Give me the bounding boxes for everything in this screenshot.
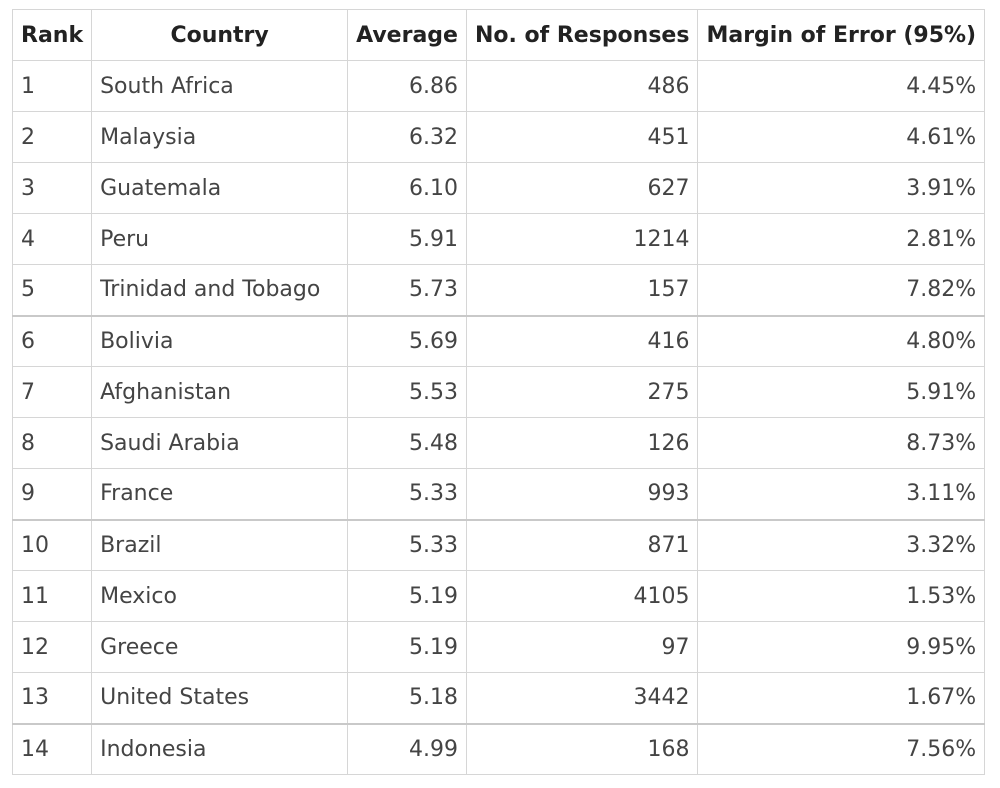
rank-cell: 12 <box>11 621 93 673</box>
average-cell: 5.91 <box>347 213 467 265</box>
average-cell: 5.19 <box>347 621 467 673</box>
table-row: 2 Malaysia 6.32 451 4.61% <box>11 111 986 163</box>
average-cell: 5.19 <box>347 570 467 622</box>
average-cell: 5.73 <box>347 264 467 316</box>
responses-cell: 126 <box>465 417 699 469</box>
average-cell: 6.10 <box>347 162 467 214</box>
country-cell: Indonesia <box>91 722 349 775</box>
responses-cell: 1214 <box>465 213 699 265</box>
responses-cell: 871 <box>465 518 699 571</box>
rank-cell: 3 <box>11 162 93 214</box>
responses-cell: 157 <box>465 264 699 316</box>
country-cell: France <box>91 468 349 520</box>
average-cell: 5.53 <box>347 366 467 418</box>
rank-cell: 9 <box>11 468 93 520</box>
margin-of-error-cell: 3.91% <box>697 162 986 214</box>
responses-cell: 486 <box>465 60 699 112</box>
responses-cell: 168 <box>465 722 699 775</box>
country-cell: Saudi Arabia <box>91 417 349 469</box>
margin-of-error-cell: 3.11% <box>697 468 986 520</box>
country-cell: South Africa <box>91 60 349 112</box>
table-row: 10 Brazil 5.33 871 3.32% <box>11 518 986 571</box>
margin-of-error-cell: 1.53% <box>697 570 986 622</box>
header-responses[interactable]: No. of Responses <box>465 9 699 61</box>
country-cell: Guatemala <box>91 162 349 214</box>
average-cell: 4.99 <box>347 722 467 775</box>
country-cell: Afghanistan <box>91 366 349 418</box>
table-body: 1 South Africa 6.86 486 4.45% 2 Malaysia 6.32 45… <box>11 60 986 775</box>
table-row: 3 Guatemala 6.10 627 3.91% <box>11 162 986 214</box>
rank-cell: 6 <box>11 314 93 367</box>
rank-cell: 11 <box>11 570 93 622</box>
table-header-row: Rank Country Average No. of Responses Ma… <box>11 9 986 61</box>
responses-cell: 275 <box>465 366 699 418</box>
country-cell: Peru <box>91 213 349 265</box>
rank-cell: 8 <box>11 417 93 469</box>
average-cell: 6.32 <box>347 111 467 163</box>
country-cell: United States <box>91 672 349 724</box>
rank-cell: 14 <box>11 722 93 775</box>
rank-cell: 1 <box>11 60 93 112</box>
average-cell: 5.48 <box>347 417 467 469</box>
table-row: 13 United States 5.18 3442 1.67% <box>11 672 986 724</box>
table-row: 12 Greece 5.19 97 9.95% <box>11 621 986 673</box>
table-row: 11 Mexico 5.19 4105 1.53% <box>11 570 986 622</box>
average-cell: 6.86 <box>347 60 467 112</box>
rank-cell: 13 <box>11 672 93 724</box>
margin-of-error-cell: 4.80% <box>697 314 986 367</box>
table-row: 6 Bolivia 5.69 416 4.80% <box>11 314 986 367</box>
margin-of-error-cell: 9.95% <box>697 621 986 673</box>
responses-cell: 993 <box>465 468 699 520</box>
header-rank[interactable]: Rank <box>11 9 93 61</box>
table-row: 9 France 5.33 993 3.11% <box>11 468 986 520</box>
margin-of-error-cell: 2.81% <box>697 213 986 265</box>
rank-cell: 4 <box>11 213 93 265</box>
rank-cell: 7 <box>11 366 93 418</box>
responses-cell: 97 <box>465 621 699 673</box>
margin-of-error-cell: 8.73% <box>697 417 986 469</box>
country-cell: Greece <box>91 621 349 673</box>
country-cell: Brazil <box>91 518 349 571</box>
average-cell: 5.33 <box>347 468 467 520</box>
ranking-table: Rank Country Average No. of Responses Ma… <box>11 9 986 775</box>
table-row: 8 Saudi Arabia 5.48 126 8.73% <box>11 417 986 469</box>
table-row: 1 South Africa 6.86 486 4.45% <box>11 60 986 112</box>
margin-of-error-cell: 4.45% <box>697 60 986 112</box>
country-cell: Malaysia <box>91 111 349 163</box>
table-container: Rank Country Average No. of Responses Ma… <box>11 9 986 775</box>
table-row: 4 Peru 5.91 1214 2.81% <box>11 213 986 265</box>
margin-of-error-cell: 7.82% <box>697 264 986 316</box>
responses-cell: 451 <box>465 111 699 163</box>
margin-of-error-cell: 1.67% <box>697 672 986 724</box>
average-cell: 5.33 <box>347 518 467 571</box>
table-row: 5 Trinidad and Tobago 5.73 157 7.82% <box>11 264 986 316</box>
country-cell: Bolivia <box>91 314 349 367</box>
margin-of-error-cell: 7.56% <box>697 722 986 775</box>
header-margin-of-error[interactable]: Margin of Error (95%) <box>697 9 986 61</box>
rank-cell: 5 <box>11 264 93 316</box>
responses-cell: 416 <box>465 314 699 367</box>
responses-cell: 627 <box>465 162 699 214</box>
responses-cell: 3442 <box>465 672 699 724</box>
country-cell: Trinidad and Tobago <box>91 264 349 316</box>
rank-cell: 10 <box>11 518 93 571</box>
table-row: 14 Indonesia 4.99 168 7.56% <box>11 722 986 775</box>
margin-of-error-cell: 3.32% <box>697 518 986 571</box>
country-cell: Mexico <box>91 570 349 622</box>
margin-of-error-cell: 5.91% <box>697 366 986 418</box>
header-average[interactable]: Average <box>347 9 467 61</box>
header-country[interactable]: Country <box>91 9 349 61</box>
responses-cell: 4105 <box>465 570 699 622</box>
rank-cell: 2 <box>11 111 93 163</box>
margin-of-error-cell: 4.61% <box>697 111 986 163</box>
average-cell: 5.69 <box>347 314 467 367</box>
average-cell: 5.18 <box>347 672 467 724</box>
table-row: 7 Afghanistan 5.53 275 5.91% <box>11 366 986 418</box>
